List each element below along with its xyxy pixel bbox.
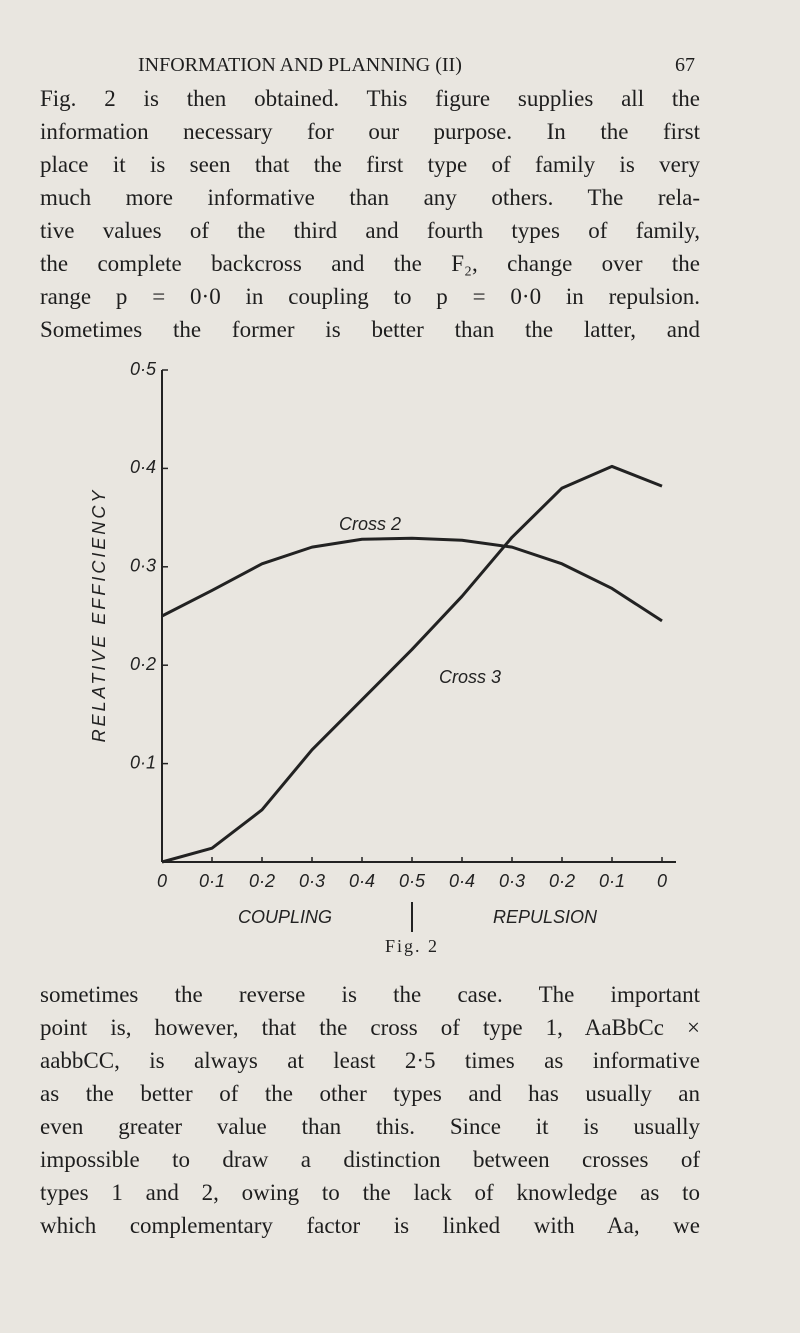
y-tick-label: 0·2 [130, 654, 156, 674]
y-tick-label: 0·4 [130, 457, 156, 477]
x-tick-label: 0 [657, 871, 667, 891]
series-label: Cross 3 [439, 667, 501, 687]
text-line: Fig. 2 is then obtained. This figure sup… [40, 86, 700, 111]
x-tick-label: 0·4 [349, 871, 375, 891]
text-line: which complementary factor is linked wit… [40, 1213, 700, 1238]
text-line: as the better of the other types and has… [40, 1081, 700, 1106]
x-tick-label: 0·5 [399, 871, 426, 891]
text-line: tive values of the third and fourth type… [40, 218, 700, 243]
y-axis-label: RELATIVE EFFICIENCY [89, 488, 109, 743]
text-line: Sometimes the former is better than the … [40, 317, 700, 342]
text-line: point is, however, that the cross of typ… [40, 1015, 700, 1040]
caption: Fig. 2 [385, 936, 439, 956]
x-tick-label: 0·4 [449, 871, 475, 891]
x-tick-label: 0·2 [249, 871, 275, 891]
x-tick-label: 0·3 [499, 871, 525, 891]
y-tick-label: 0·5 [130, 359, 157, 379]
x-tick-label: 0·2 [549, 871, 575, 891]
y-tick-label: 0·1 [130, 752, 156, 772]
text-line: aabbCC, is always at least 2·5 times as … [40, 1048, 700, 1073]
series-line [161, 536, 663, 623]
x-tick-label: 0 [157, 871, 167, 891]
text-line: place it is seen that the first type of … [40, 152, 700, 177]
annotation: REPULSION [493, 907, 598, 927]
text-line: sometimes the reverse is the case. The i… [40, 982, 700, 1007]
series-label: Cross 2 [339, 514, 401, 534]
page-number: 67 [675, 54, 695, 76]
text-line: the complete backcross and the F₂, chang… [40, 251, 700, 276]
text-line: impossible to draw a distinction between… [40, 1147, 700, 1172]
x-tick-label: 0·3 [299, 871, 325, 891]
text-line: types 1 and 2, owing to the lack of know… [40, 1180, 700, 1205]
running-header: INFORMATION AND PLANNING (II) [138, 54, 462, 76]
text-line: range p = 0·0 in coupling to p = 0·0 in … [40, 284, 700, 309]
text-line: information necessary for our purpose. I… [40, 119, 700, 144]
x-tick-label: 0·1 [199, 871, 225, 891]
x-tick-label: 0·1 [599, 871, 625, 891]
text-line: much more informative than any others. T… [40, 185, 700, 210]
annotation: COUPLING [238, 907, 332, 927]
y-tick-label: 0·3 [130, 556, 156, 576]
text-line: even greater value than this. Since it i… [40, 1114, 700, 1139]
series-line [161, 464, 663, 864]
